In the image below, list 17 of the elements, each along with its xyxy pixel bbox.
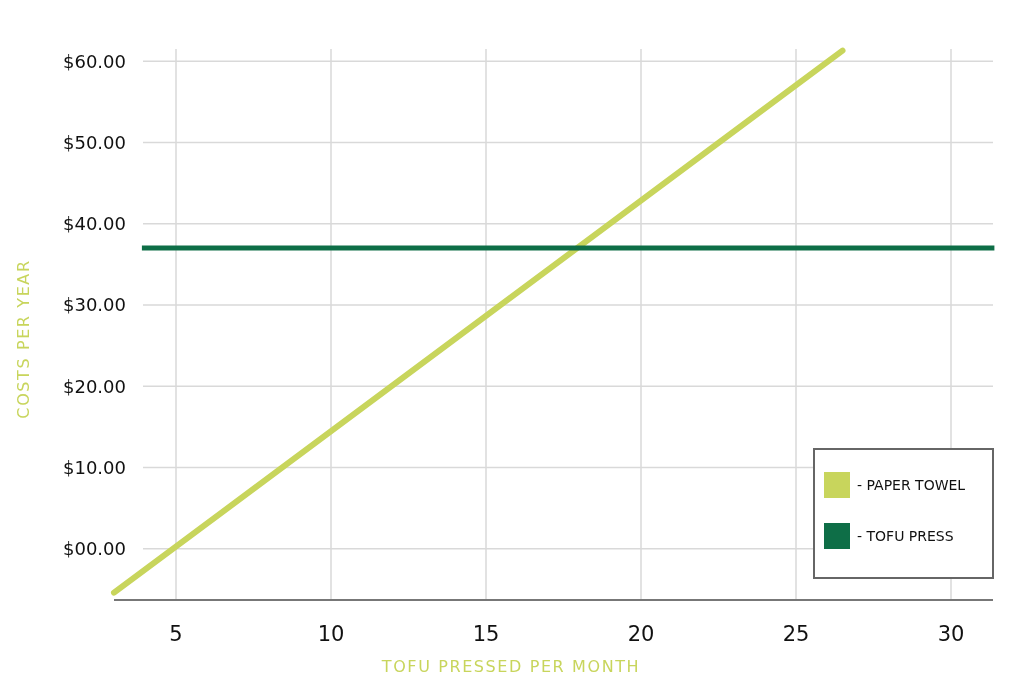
y-tick-label: $50.00 — [63, 131, 126, 153]
y-tick-label: $20.00 — [63, 375, 126, 397]
x-tick-label: 5 — [169, 622, 183, 646]
y-tick-label: $00.00 — [63, 538, 126, 560]
y-tick-label: $10.00 — [63, 457, 126, 479]
x-tick-label: 25 — [782, 622, 810, 646]
y-tick-label: $40.00 — [63, 213, 126, 235]
x-tick-label: 30 — [937, 622, 965, 646]
x-tick-label: 15 — [472, 622, 500, 646]
y-tick-label: $30.00 — [63, 294, 126, 316]
x-tick-label: 10 — [317, 622, 345, 646]
x-axis-title: TOFU PRESSED PER MONTH — [380, 657, 641, 676]
legend-label: - PAPER TOWEL — [857, 477, 966, 494]
y-tick-label: $60.00 — [63, 50, 126, 72]
x-tick-label: 20 — [627, 622, 655, 646]
y-axis-title: COSTS PER YEAR — [14, 259, 33, 419]
legend-label: - TOFU PRESS — [857, 528, 954, 545]
